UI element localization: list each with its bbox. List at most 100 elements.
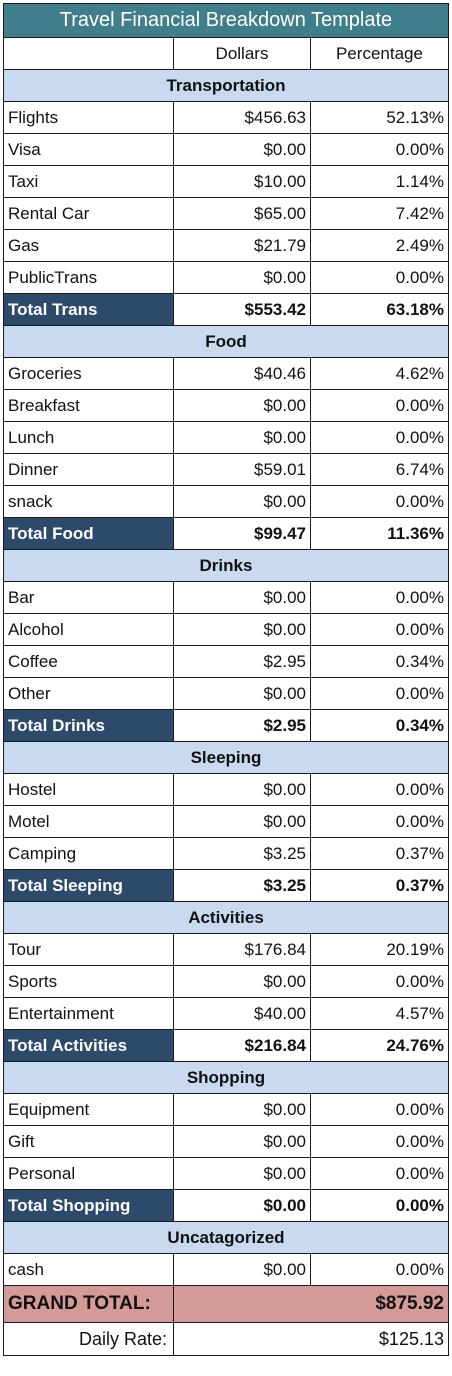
total-dollars[interactable]: $553.42 — [173, 293, 311, 326]
dollars-cell[interactable]: $0.00 — [173, 1157, 311, 1190]
dollars-cell[interactable]: $3.25 — [173, 837, 311, 870]
dollars-cell[interactable]: $0.00 — [173, 581, 311, 614]
total-label[interactable]: Total Food — [3, 517, 174, 550]
percentage-cell[interactable]: 6.74% — [310, 453, 449, 486]
percentage-cell[interactable]: 0.00% — [310, 389, 449, 422]
dollars-cell[interactable]: $0.00 — [173, 1253, 311, 1286]
total-percentage[interactable]: 0.34% — [310, 709, 449, 742]
row-label[interactable]: Other — [3, 677, 174, 710]
row-label[interactable]: Camping — [3, 837, 174, 870]
total-label[interactable]: Total Shopping — [3, 1189, 174, 1222]
section-header[interactable]: Transportation — [3, 69, 449, 102]
dollars-cell[interactable]: $0.00 — [173, 805, 311, 838]
row-label[interactable]: Rental Car — [3, 197, 174, 230]
percentage-cell[interactable]: 0.00% — [310, 1157, 449, 1190]
dollars-cell[interactable]: $0.00 — [173, 613, 311, 646]
percentage-cell[interactable]: 52.13% — [310, 101, 449, 134]
column-header-label-empty[interactable] — [3, 37, 174, 70]
row-label[interactable]: Personal — [3, 1157, 174, 1190]
row-label[interactable]: Taxi — [3, 165, 174, 198]
total-dollars[interactable]: $216.84 — [173, 1029, 311, 1062]
percentage-cell[interactable]: 0.37% — [310, 837, 449, 870]
total-label[interactable]: Total Drinks — [3, 709, 174, 742]
dollars-cell[interactable]: $40.46 — [173, 357, 311, 390]
percentage-cell[interactable]: 1.14% — [310, 165, 449, 198]
dollars-cell[interactable]: $0.00 — [173, 133, 311, 166]
percentage-cell[interactable]: 7.42% — [310, 197, 449, 230]
row-label[interactable]: Coffee — [3, 645, 174, 678]
dollars-cell[interactable]: $40.00 — [173, 997, 311, 1030]
total-label[interactable]: Total Activities — [3, 1029, 174, 1062]
dollars-cell[interactable]: $0.00 — [173, 965, 311, 998]
percentage-cell[interactable]: 0.00% — [310, 133, 449, 166]
percentage-cell[interactable]: 0.00% — [310, 613, 449, 646]
column-header-percentage[interactable]: Percentage — [310, 37, 449, 70]
total-percentage[interactable]: 24.76% — [310, 1029, 449, 1062]
row-label[interactable]: Bar — [3, 581, 174, 614]
percentage-cell[interactable]: 0.00% — [310, 965, 449, 998]
percentage-cell[interactable]: 4.57% — [310, 997, 449, 1030]
row-label[interactable]: Equipment — [3, 1093, 174, 1126]
sheet-title[interactable]: Travel Financial Breakdown Template — [3, 3, 449, 38]
section-header[interactable]: Food — [3, 325, 449, 358]
grand-total-value[interactable]: $875.92 — [173, 1285, 449, 1323]
row-label[interactable]: Groceries — [3, 357, 174, 390]
row-label[interactable]: Tour — [3, 933, 174, 966]
section-header[interactable]: Sleeping — [3, 741, 449, 774]
section-header[interactable]: Activities — [3, 901, 449, 934]
total-dollars[interactable]: $99.47 — [173, 517, 311, 550]
total-label[interactable]: Total Sleeping — [3, 869, 174, 902]
percentage-cell[interactable]: 0.00% — [310, 1093, 449, 1126]
dollars-cell[interactable]: $59.01 — [173, 453, 311, 486]
total-dollars[interactable]: $3.25 — [173, 869, 311, 902]
percentage-cell[interactable]: 4.62% — [310, 357, 449, 390]
dollars-cell[interactable]: $10.00 — [173, 165, 311, 198]
row-label[interactable]: Breakfast — [3, 389, 174, 422]
dollars-cell[interactable]: $0.00 — [173, 677, 311, 710]
row-label[interactable]: Gift — [3, 1125, 174, 1158]
row-label[interactable]: Visa — [3, 133, 174, 166]
row-label[interactable]: Hostel — [3, 773, 174, 806]
total-dollars[interactable]: $2.95 — [173, 709, 311, 742]
percentage-cell[interactable]: 0.00% — [310, 773, 449, 806]
total-percentage[interactable]: 63.18% — [310, 293, 449, 326]
dollars-cell[interactable]: $0.00 — [173, 485, 311, 518]
dollars-cell[interactable]: $456.63 — [173, 101, 311, 134]
percentage-cell[interactable]: 0.34% — [310, 645, 449, 678]
dollars-cell[interactable]: $65.00 — [173, 197, 311, 230]
percentage-cell[interactable]: 2.49% — [310, 229, 449, 262]
percentage-cell[interactable]: 0.00% — [310, 1125, 449, 1158]
row-label[interactable]: Gas — [3, 229, 174, 262]
section-header[interactable]: Drinks — [3, 549, 449, 582]
percentage-cell[interactable]: 0.00% — [310, 261, 449, 294]
section-header[interactable]: Uncatagorized — [3, 1221, 449, 1254]
total-percentage[interactable]: 0.00% — [310, 1189, 449, 1222]
percentage-cell[interactable]: 0.00% — [310, 421, 449, 454]
row-label[interactable]: Motel — [3, 805, 174, 838]
row-label[interactable]: cash — [3, 1253, 174, 1286]
dollars-cell[interactable]: $0.00 — [173, 421, 311, 454]
dollars-cell[interactable]: $2.95 — [173, 645, 311, 678]
grand-total-label[interactable]: GRAND TOTAL: — [3, 1285, 174, 1323]
row-label[interactable]: Dinner — [3, 453, 174, 486]
percentage-cell[interactable]: 20.19% — [310, 933, 449, 966]
column-header-dollars[interactable]: Dollars — [173, 37, 311, 70]
total-dollars[interactable]: $0.00 — [173, 1189, 311, 1222]
percentage-cell[interactable]: 0.00% — [310, 581, 449, 614]
row-label[interactable]: Sports — [3, 965, 174, 998]
percentage-cell[interactable]: 0.00% — [310, 677, 449, 710]
daily-rate-label[interactable]: Daily Rate: — [3, 1322, 174, 1356]
row-label[interactable]: Entertainment — [3, 997, 174, 1030]
dollars-cell[interactable]: $0.00 — [173, 773, 311, 806]
daily-rate-value[interactable]: $125.13 — [173, 1322, 449, 1356]
percentage-cell[interactable]: 0.00% — [310, 485, 449, 518]
percentage-cell[interactable]: 0.00% — [310, 1253, 449, 1286]
row-label[interactable]: Alcohol — [3, 613, 174, 646]
total-percentage[interactable]: 11.36% — [310, 517, 449, 550]
row-label[interactable]: PublicTrans — [3, 261, 174, 294]
section-header[interactable]: Shopping — [3, 1061, 449, 1094]
dollars-cell[interactable]: $0.00 — [173, 1093, 311, 1126]
percentage-cell[interactable]: 0.00% — [310, 805, 449, 838]
total-percentage[interactable]: 0.37% — [310, 869, 449, 902]
dollars-cell[interactable]: $176.84 — [173, 933, 311, 966]
